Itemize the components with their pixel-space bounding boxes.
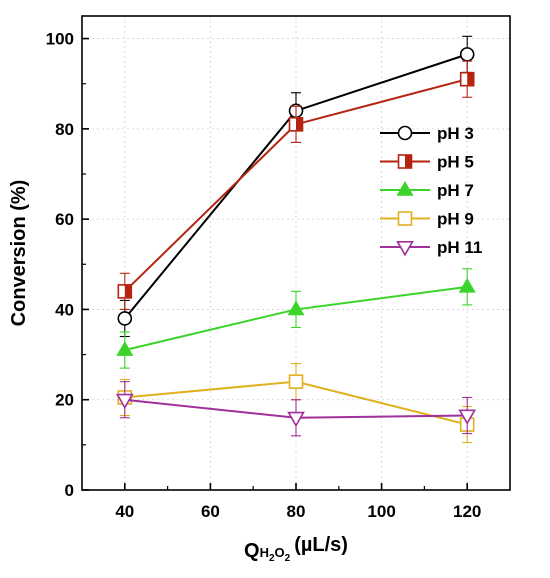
x-axis-title-unit: (µL/s) [294,534,348,556]
data-point [116,341,134,356]
legend-item: pH 11 [380,238,482,257]
legend-label: pH 5 [437,153,474,172]
x-tick-label: 80 [287,502,306,521]
x-axis-title-subscript-char: H [260,545,269,560]
data-point [287,300,305,316]
legend-label: pH 11 [437,238,482,257]
y-axis-title: Conversion (%) [8,180,30,327]
legend: pH 3 pH 5 pH 7 pH 9 pH 11 [380,124,482,257]
legend-item: pH 3 [380,124,474,143]
y-tick-label: 0 [65,481,74,500]
legend-marker [397,125,413,141]
legend-marker [397,211,413,226]
legend-label: pH 7 [437,181,474,200]
y-tick-label: 80 [55,120,74,139]
x-axis-title-subscript-char: O [275,545,285,560]
legend-marker [396,180,414,196]
data-point [287,411,305,428]
data-point [117,311,133,326]
y-tick-label: 40 [55,300,74,319]
series-ph-11 [115,381,477,437]
marker-fill [467,72,474,86]
x-axis-title: QH2O2(µL/s) [244,534,348,564]
y-tick-label: 60 [55,210,74,229]
x-axis-title-main: Q [244,540,260,562]
legend-item: pH 7 [380,180,474,200]
legend-marker [397,154,413,169]
x-axis-title-subscript-char: 2 [285,553,291,564]
series-ph-7 [116,268,476,369]
series-layer [115,35,477,444]
data-point [288,117,304,132]
data-point [288,374,304,389]
x-tick-label: 120 [453,502,481,521]
data-point [458,277,476,293]
y-tick-label: 100 [46,30,74,49]
data-point [117,284,133,299]
y-tick-label: 20 [55,391,74,410]
legend-item: pH 5 [380,153,474,172]
x-axis-title-subscript: H2O2 [260,545,291,564]
marker-fill [405,155,412,168]
legend-marker [396,241,414,257]
legend-label: pH 3 [437,124,474,143]
x-tick-label: 40 [115,502,134,521]
data-point [459,71,475,87]
x-tick-label: 100 [367,502,395,521]
legend-label: pH 9 [437,210,474,229]
data-point [459,47,475,62]
data-point [458,409,477,425]
data-point [115,393,134,410]
legend-item: pH 9 [380,210,474,229]
series-ph-5 [117,60,475,310]
x-axis-title-subscript-char: 2 [269,553,275,564]
marker-fill [124,284,132,298]
axes: 0 20 40 60 80 100 40 60 80 100 120 [46,30,482,521]
marker-fill [296,117,303,131]
x-tick-label: 60 [201,502,220,521]
